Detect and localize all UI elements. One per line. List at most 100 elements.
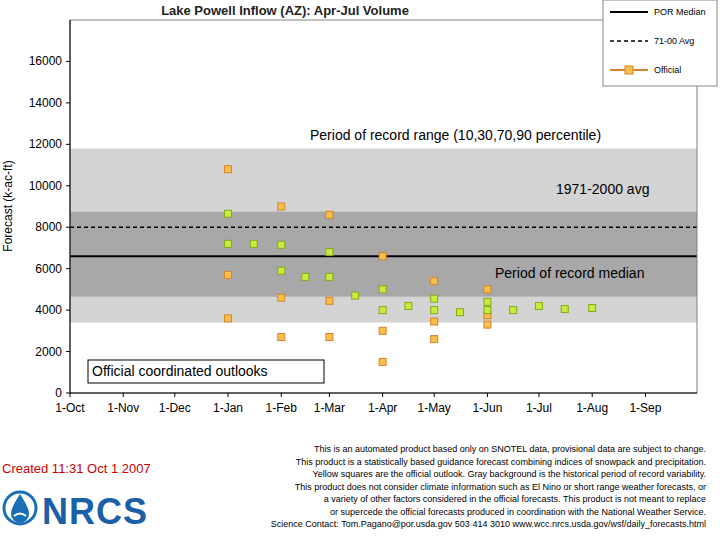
forecast-point [302,273,309,280]
footer-note: Yellow squares are the official outlook.… [312,469,706,479]
forecast-point [225,271,232,278]
forecast-point [379,358,386,365]
legend-label: Official [654,65,681,75]
x-tick [538,393,539,397]
forecast-point [379,307,386,314]
footer-note: Science Contact: Tom.Pagano@por.usda.gov… [271,519,706,529]
percentile-band [70,148,697,322]
y-tick [66,144,70,145]
y-axis-title: Forecast (k-ac-ft) [1,160,15,251]
footer-note: This is an automated product based only … [314,444,706,454]
x-tick-label: 1-Oct [55,401,85,415]
annotation: Official coordinated outlooks [92,363,268,379]
footer-note: This product does not consider climate i… [295,482,706,492]
forecast-point [561,306,568,313]
forecast-point [326,249,333,256]
x-tick [645,393,646,397]
logo-drop [11,494,29,523]
y-tick-label: 4000 [35,303,62,317]
created-stamp: Created 11:31 Oct 1 2007 [2,461,151,476]
forecast-point [278,241,285,248]
y-tick [66,227,70,228]
x-tick-label: 1-Mar [314,401,345,415]
y-tick [66,351,70,352]
forecast-point [379,327,386,334]
x-tick-label: 1-Aug [576,401,608,415]
legend-swatch [610,11,648,13]
forecast-point [456,309,463,316]
forecast-point [250,240,257,247]
forecast-point [278,294,285,301]
forecast-point [431,336,438,343]
forecast-point [225,240,232,247]
x-tick [228,393,229,397]
x-tick [592,393,593,397]
forecast-point [352,292,359,299]
annotation: Period of record median [495,265,644,281]
y-tick [66,393,70,394]
x-tick-label: 1-Jul [526,401,552,415]
x-tick [174,393,175,397]
x-tick [281,393,282,397]
forecast-point [431,307,438,314]
forecast-point [225,315,232,322]
x-tick-label: 1-May [418,401,451,415]
x-axis [70,393,697,394]
forecast-point [484,298,491,305]
logo-ring [4,492,36,524]
y-tick-label: 6000 [35,262,62,276]
forecast-point [510,307,517,314]
forecast-point [225,210,232,217]
annotation-box [88,360,324,383]
x-tick-label: 1-Jan [213,401,243,415]
reference-line [70,226,697,228]
forecast-point [484,321,491,328]
forecast-point [535,302,542,309]
x-tick [487,393,488,397]
chart: 02000400060008000100001200014000160001-O… [0,0,720,540]
legend-box [603,0,717,86]
forecast-point [278,203,285,210]
y-tick-label: 12000 [29,137,63,151]
forecast-point [405,302,412,309]
y-tick-label: 16000 [29,54,63,68]
annotation: 1971-2000 avg [556,181,649,197]
y-tick-label: 0 [55,386,62,400]
forecast-point [326,273,333,280]
y-tick [66,102,70,103]
forecast-point [225,166,232,173]
forecast-point [278,267,285,274]
legend-swatch [610,40,648,42]
legend-label: 71-00 Avg [654,36,694,46]
annotation: Period of record range (10,30,70,90 perc… [310,127,601,143]
y-tick [66,310,70,311]
chart-title: Lake Powell Inflow (AZ): Apr-Jul Volume [161,3,409,18]
y-tick [66,61,70,62]
forecast-point [278,334,285,341]
x-tick [70,393,71,397]
forecast-point [484,286,491,293]
x-tick [434,393,435,397]
forecast-point [589,305,596,312]
footer-note: a variety of other factors considered in… [324,494,706,504]
x-tick-label: 1-Dec [159,401,191,415]
y-tick-label: 14000 [29,96,63,110]
y-axis [70,20,71,393]
forecast-point [431,295,438,302]
logo-wave [14,514,26,517]
y-tick [66,185,70,186]
forecast-point [326,334,333,341]
forecast-point [484,307,491,314]
x-tick [329,393,330,397]
logo-icon [4,492,36,524]
x-tick-label: 1-Apr [368,401,397,415]
x-tick [123,393,124,397]
plot-marks [70,148,697,365]
legend-label: POR Median [654,7,706,17]
forecast-point [379,286,386,293]
x-tick-label: 1-Sep [629,401,661,415]
y-tick-label: 2000 [35,345,62,359]
x-tick-label: 1-Jun [472,401,502,415]
forecast-point [431,318,438,325]
forecast-point [379,253,386,260]
